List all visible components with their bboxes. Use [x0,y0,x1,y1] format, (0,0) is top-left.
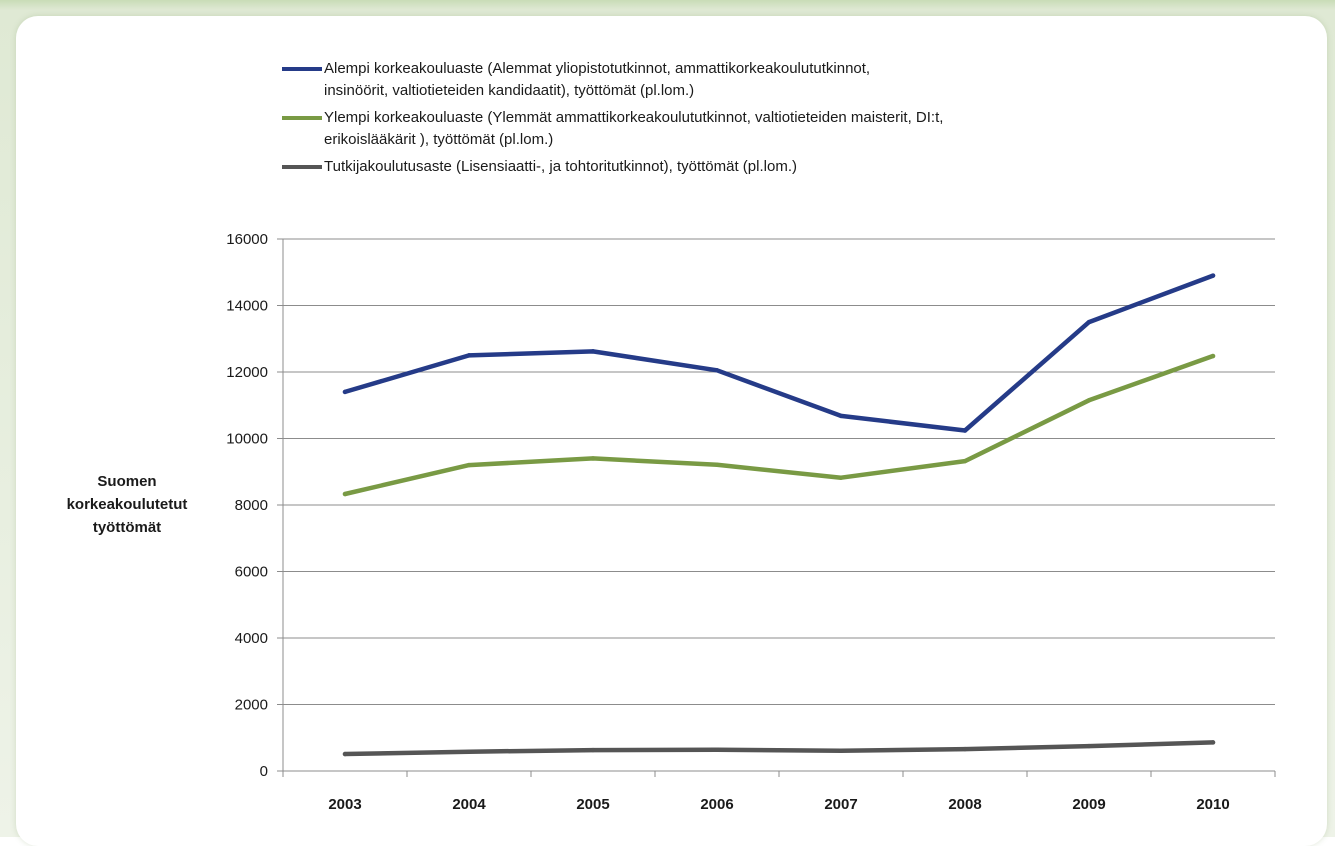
legend-label-alempi-line2: insinöörit, valtiotieteiden kandidaatit)… [324,82,695,99]
legend-item-ylempi: Ylempi korkeakouluaste (Ylemmät ammattik… [282,107,1122,151]
legend-label-tutkija-line1: Tutkijakoulutusaste (Lisensiaatti-, ja t… [324,158,797,175]
y-axis-title-line3: työttömät [92,519,162,536]
legend-item-alempi: Alempi korkeakouluaste (Alemmat yliopist… [282,58,1122,102]
legend-swatch-tutkija [282,165,322,169]
legend-label-ylempi-line2: erikoislääkärit ), työttömät (pl.lom.) [324,131,554,148]
legend-swatch-alempi [282,67,322,71]
legend-swatch-ylempi [282,116,322,120]
chart-legend: Alempi korkeakouluaste (Alemmat yliopist… [282,58,1122,183]
legend-label-alempi-line1: Alempi korkeakouluaste (Alemmat yliopist… [324,60,871,77]
y-axis-title-line1: Suomen [97,473,157,490]
legend-label-ylempi-line1: Ylempi korkeakouluaste (Ylemmät ammattik… [324,109,944,126]
legend-item-tutkija: Tutkijakoulutusaste (Lisensiaatti-, ja t… [282,156,1122,178]
y-axis-title-line2: korkeakoulutetut [66,496,188,513]
y-axis-title: Suomen korkeakoulutetut työttömät [52,470,202,539]
